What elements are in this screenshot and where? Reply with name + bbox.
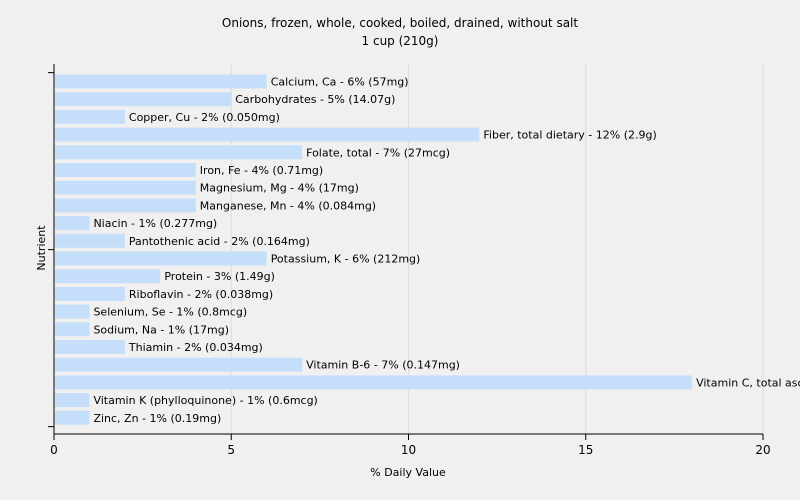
bar	[55, 269, 161, 284]
bar	[55, 163, 196, 177]
x-tick-label: 5	[227, 443, 235, 457]
bar	[55, 92, 232, 107]
chart-subtitle: 1 cup (210g)	[362, 34, 439, 48]
x-tick-label: 10	[401, 443, 416, 457]
bar	[55, 410, 90, 425]
bar	[55, 322, 90, 337]
bar-label: Carbohydrates - 5% (14.07g)	[235, 93, 395, 106]
chart-title: Onions, frozen, whole, cooked, boiled, d…	[222, 16, 578, 30]
bar	[55, 233, 125, 248]
x-tick-label: 15	[578, 443, 593, 457]
bar	[55, 109, 125, 124]
bar-label: Riboflavin - 2% (0.038mg)	[129, 288, 273, 301]
bars: Calcium, Ca - 6% (57mg) Carbohydrates - 5…	[55, 74, 800, 425]
bar-label: Folate, total - 7% (27mcg)	[306, 146, 450, 159]
bar	[55, 375, 693, 390]
bar	[55, 357, 303, 372]
gridlines	[230, 64, 764, 434]
bar-label: Calcium, Ca - 6% (57mg)	[271, 76, 409, 89]
bar-label: Copper, Cu - 2% (0.050mg)	[129, 111, 280, 124]
bar	[55, 286, 125, 301]
bar-label: Manganese, Mn - 4% (0.084mg)	[200, 199, 376, 212]
bar	[55, 180, 196, 195]
bar-label: Protein - 3% (1.49g)	[164, 270, 275, 283]
x-axis-label: % Daily Value	[370, 466, 446, 479]
bar	[55, 251, 267, 266]
x-tick-label: 20	[755, 443, 770, 457]
bar-label: Potassium, K - 6% (212mg)	[271, 253, 421, 266]
bar-label: Niacin - 1% (0.277mg)	[93, 217, 217, 230]
bar	[55, 198, 196, 213]
bar	[55, 74, 267, 89]
bar	[55, 304, 90, 319]
x-tick-label: 0	[50, 443, 58, 457]
y-axis-label: Nutrient	[35, 225, 48, 271]
bar	[55, 145, 303, 160]
bar-label: Vitamin C, total ascorbic acid - 18% (10…	[696, 376, 800, 389]
bar	[55, 393, 90, 408]
bar	[55, 127, 480, 142]
axes: 0 5 10 15 20	[48, 64, 771, 457]
bar-label: Magnesium, Mg - 4% (17mg)	[200, 182, 359, 195]
bar	[55, 340, 125, 354]
bar-label: Thiamin - 2% (0.034mg)	[128, 341, 263, 354]
bar-label: Sodium, Na - 1% (17mg)	[93, 323, 229, 336]
bar-label: Pantothenic acid - 2% (0.164mg)	[129, 235, 310, 248]
bar-label: Vitamin K (phylloquinone) - 1% (0.6mcg)	[93, 394, 317, 407]
bar-label: Vitamin B-6 - 7% (0.147mg)	[306, 359, 460, 372]
bar	[55, 216, 90, 231]
bar-label: Zinc, Zn - 1% (0.19mg)	[93, 412, 221, 425]
bar-label: Fiber, total dietary - 12% (2.9g)	[483, 129, 656, 142]
bar-label: Iron, Fe - 4% (0.71mg)	[200, 164, 323, 177]
bar-label: Selenium, Se - 1% (0.8mcg)	[93, 306, 247, 319]
